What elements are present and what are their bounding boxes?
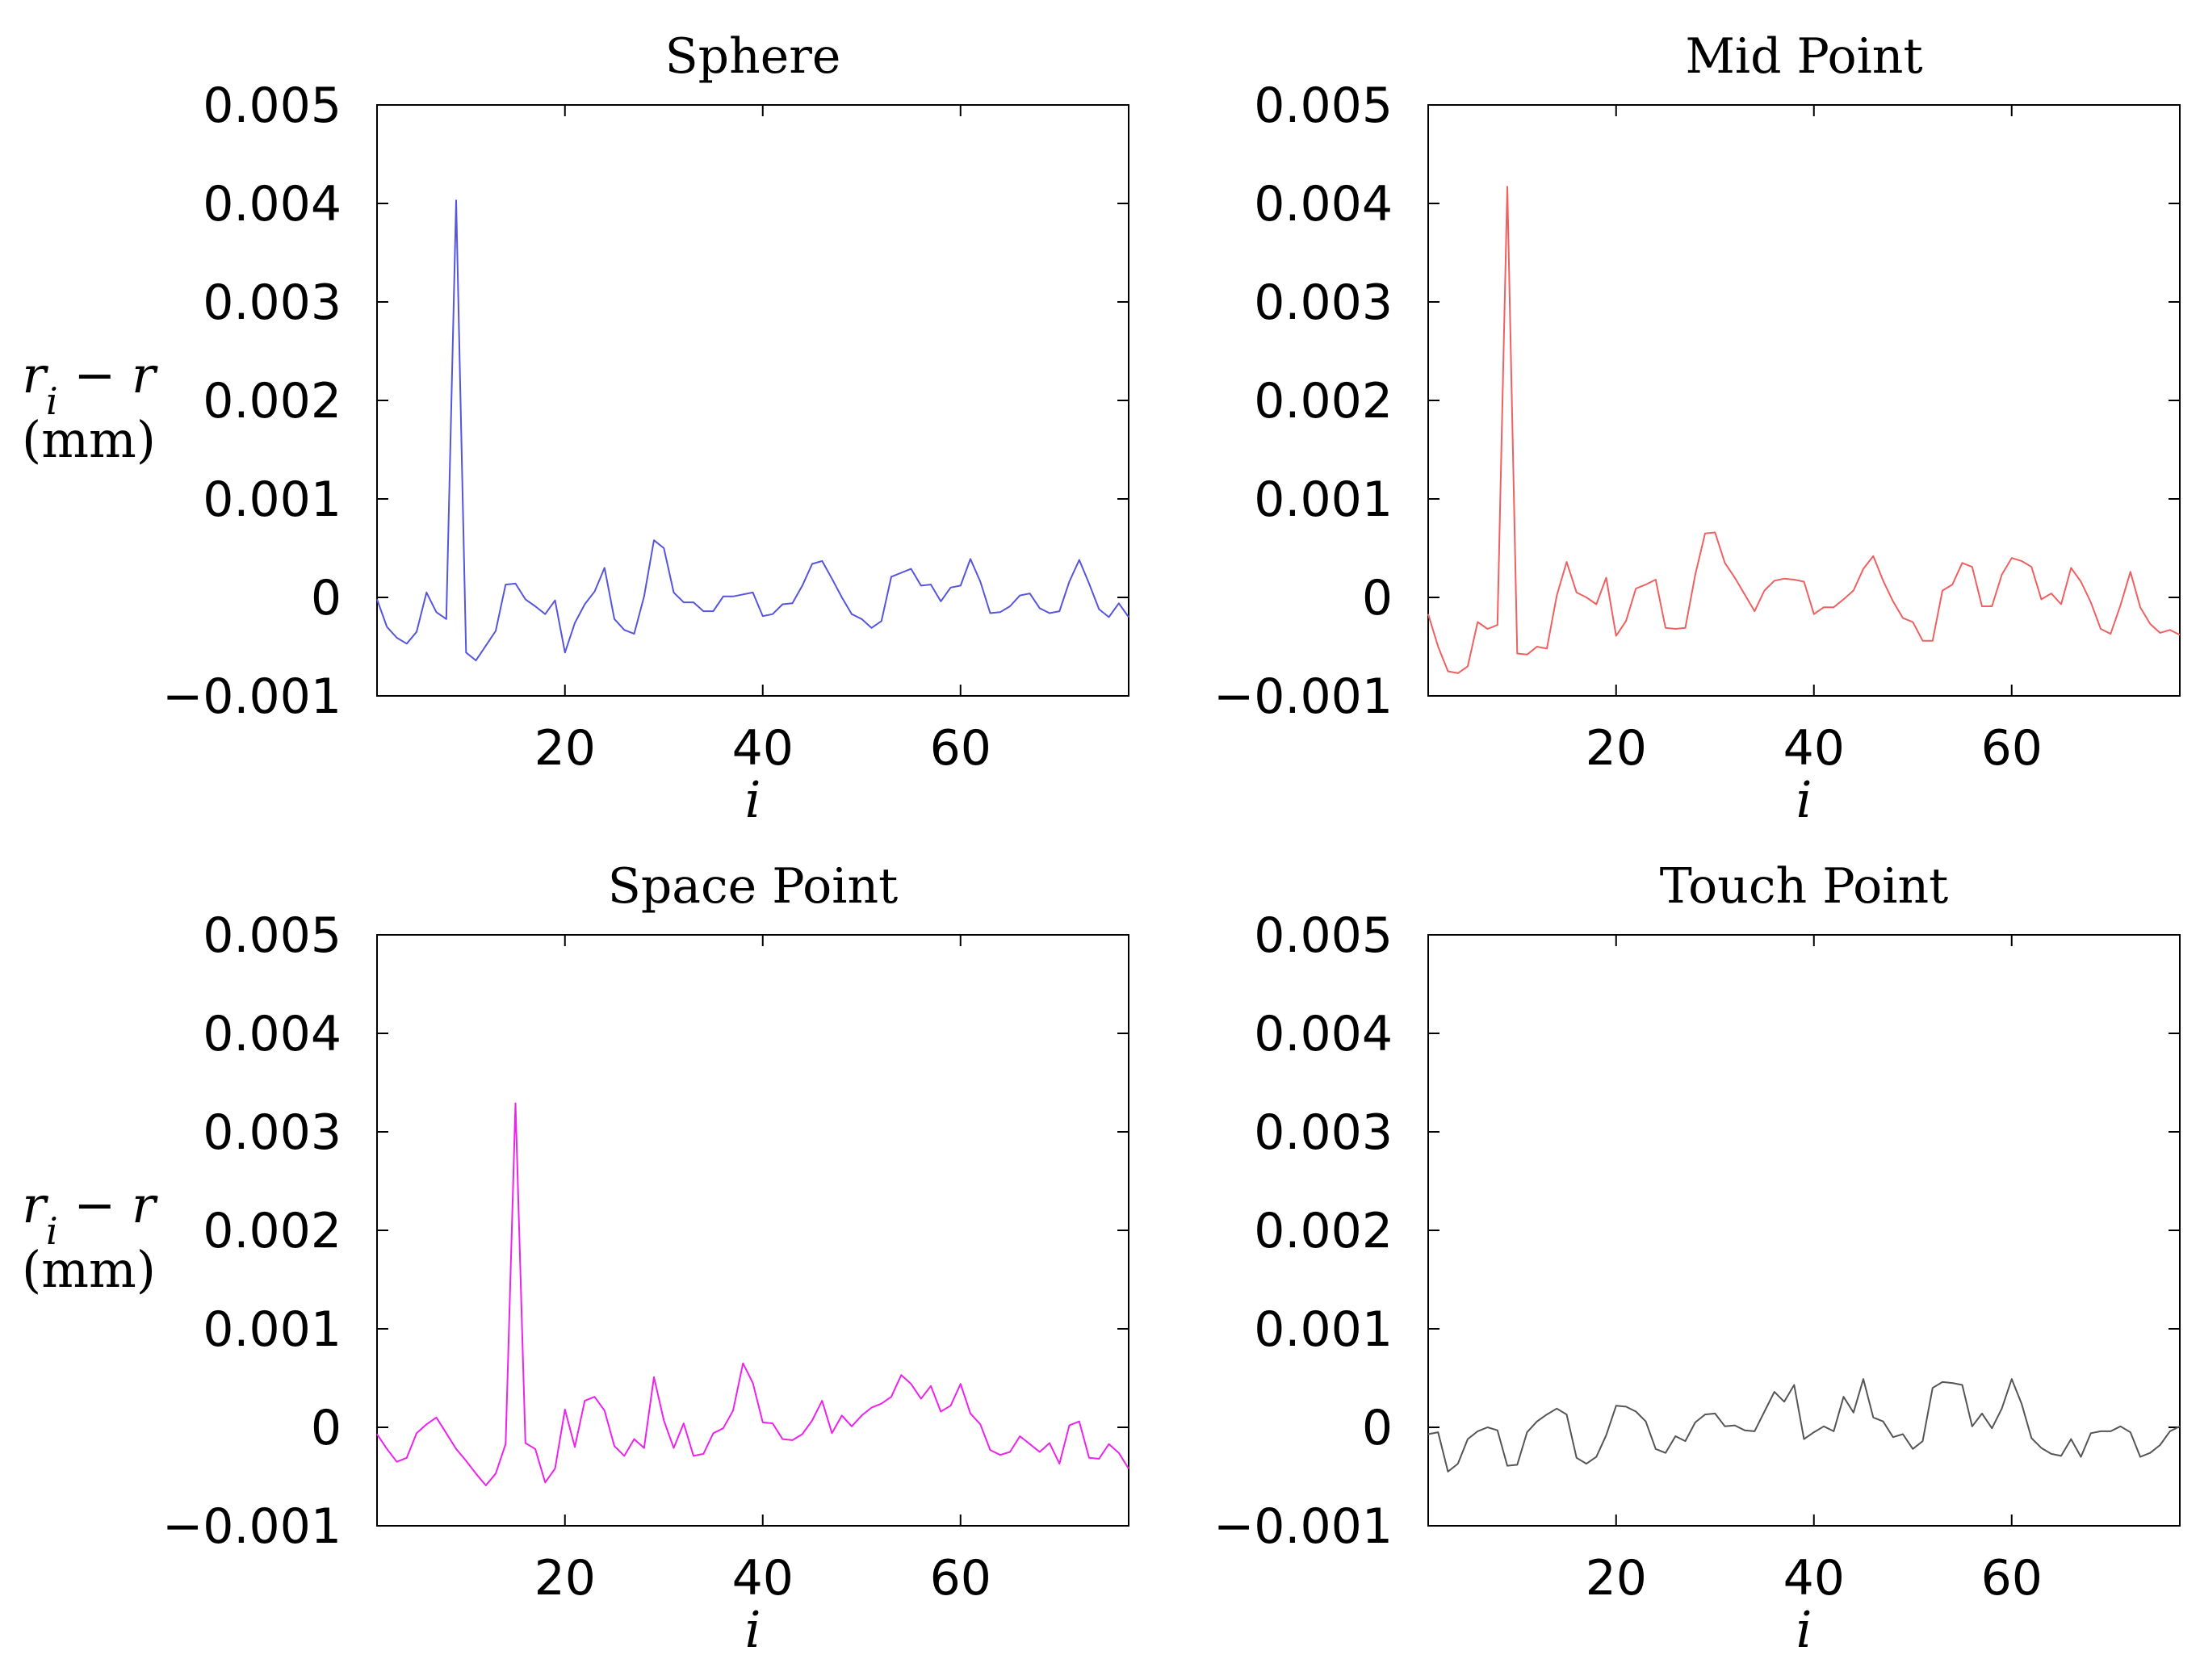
y-axis-label-line2: (mm) [22, 410, 156, 469]
y-axis-label-line1: ri − r [22, 1175, 158, 1253]
series-line-mid-point [1427, 186, 2181, 674]
x-tick-label: 60 [930, 1550, 991, 1607]
series-line-sphere [376, 199, 1129, 662]
x-tick-label: 40 [732, 720, 794, 777]
y-tick-label: 0.001 [203, 1301, 342, 1358]
x-tick-label: 20 [1586, 720, 1647, 777]
y-tick-label: 0 [311, 570, 342, 626]
plot-frame [376, 934, 1129, 1527]
y-axis-label-line1: ri − r [22, 346, 158, 423]
panel-sphere: Sphere 0.005 0.004 0.003 0.002 0.001 0 −0.001 20… [22, 28, 1129, 829]
plot-frame [376, 104, 1129, 697]
chart-title: Mid Point [1685, 28, 1922, 85]
y-tick-label: 0.004 [203, 1006, 342, 1062]
y-tick-label: 0.002 [1254, 1203, 1393, 1259]
x-axis-label: i [745, 770, 761, 829]
y-tick-label: 0.002 [203, 373, 342, 429]
y-tick-label: 0.002 [203, 1203, 342, 1259]
y-tick-label: 0 [1362, 570, 1393, 626]
x-tick-label: 20 [534, 720, 596, 777]
chart-title: Space Point [608, 858, 898, 915]
y-tick-label: −0.001 [1213, 668, 1393, 725]
y-tick-label: 0.005 [1254, 78, 1393, 134]
y-axis-label-line2: (mm) [22, 1240, 156, 1299]
y-tick-label: 0.003 [1254, 1104, 1393, 1161]
chart-title: Touch Point [1660, 858, 1948, 915]
plot-frame [1427, 104, 2181, 697]
chart-title: Sphere [665, 28, 841, 85]
x-tick-label: 60 [1981, 1550, 2043, 1607]
x-tick-label: 60 [930, 720, 991, 777]
y-tick-label: 0.003 [203, 274, 342, 331]
x-tick-label: 20 [1586, 1550, 1647, 1607]
y-tick-label: −0.001 [162, 1498, 342, 1555]
y-tick-label: −0.001 [162, 668, 342, 725]
panel-space-point: Space Point 0.005 0.004 0.003 0.002 0.001 0 −0.… [22, 858, 1129, 1659]
x-tick-label: 40 [732, 1550, 794, 1607]
x-tick-label: 60 [1981, 720, 2043, 777]
y-tick-label: 0.001 [203, 471, 342, 528]
y-tick-label: 0.003 [203, 1104, 342, 1161]
y-tick-label: −0.001 [1213, 1498, 1393, 1555]
y-tick-label: 0.004 [1254, 1006, 1393, 1062]
x-tick-label: 40 [1783, 720, 1845, 777]
panel-mid-point: Mid Point 0.005 0.004 0.003 0.002 0.001 0 −0.00… [1213, 28, 2181, 829]
x-tick-label: 40 [1783, 1550, 1845, 1607]
x-axis-label: i [745, 1600, 761, 1659]
y-tick-label: 0 [1362, 1400, 1393, 1456]
y-tick-label: 0.001 [1254, 1301, 1393, 1358]
y-tick-label: 0.002 [1254, 373, 1393, 429]
x-tick-label: 20 [534, 1550, 596, 1607]
y-tick-label: 0.004 [1254, 176, 1393, 233]
panel-touch-point: Touch Point 0.005 0.004 0.003 0.002 0.001 0 −0.… [1213, 858, 2181, 1659]
y-tick-label: 0 [311, 1400, 342, 1456]
y-tick-label: 0.005 [1254, 907, 1393, 964]
y-tick-label: 0.005 [203, 78, 342, 134]
y-tick-label: 0.001 [1254, 471, 1393, 528]
y-tick-label: 0.003 [1254, 274, 1393, 331]
series-line-space-point [376, 1102, 1129, 1486]
x-axis-label: i [1796, 770, 1812, 829]
y-tick-label: 0.005 [203, 907, 342, 964]
y-tick-label: 0.004 [203, 176, 342, 233]
series-line-touch-point [1427, 1378, 2181, 1473]
x-axis-label: i [1796, 1600, 1812, 1659]
